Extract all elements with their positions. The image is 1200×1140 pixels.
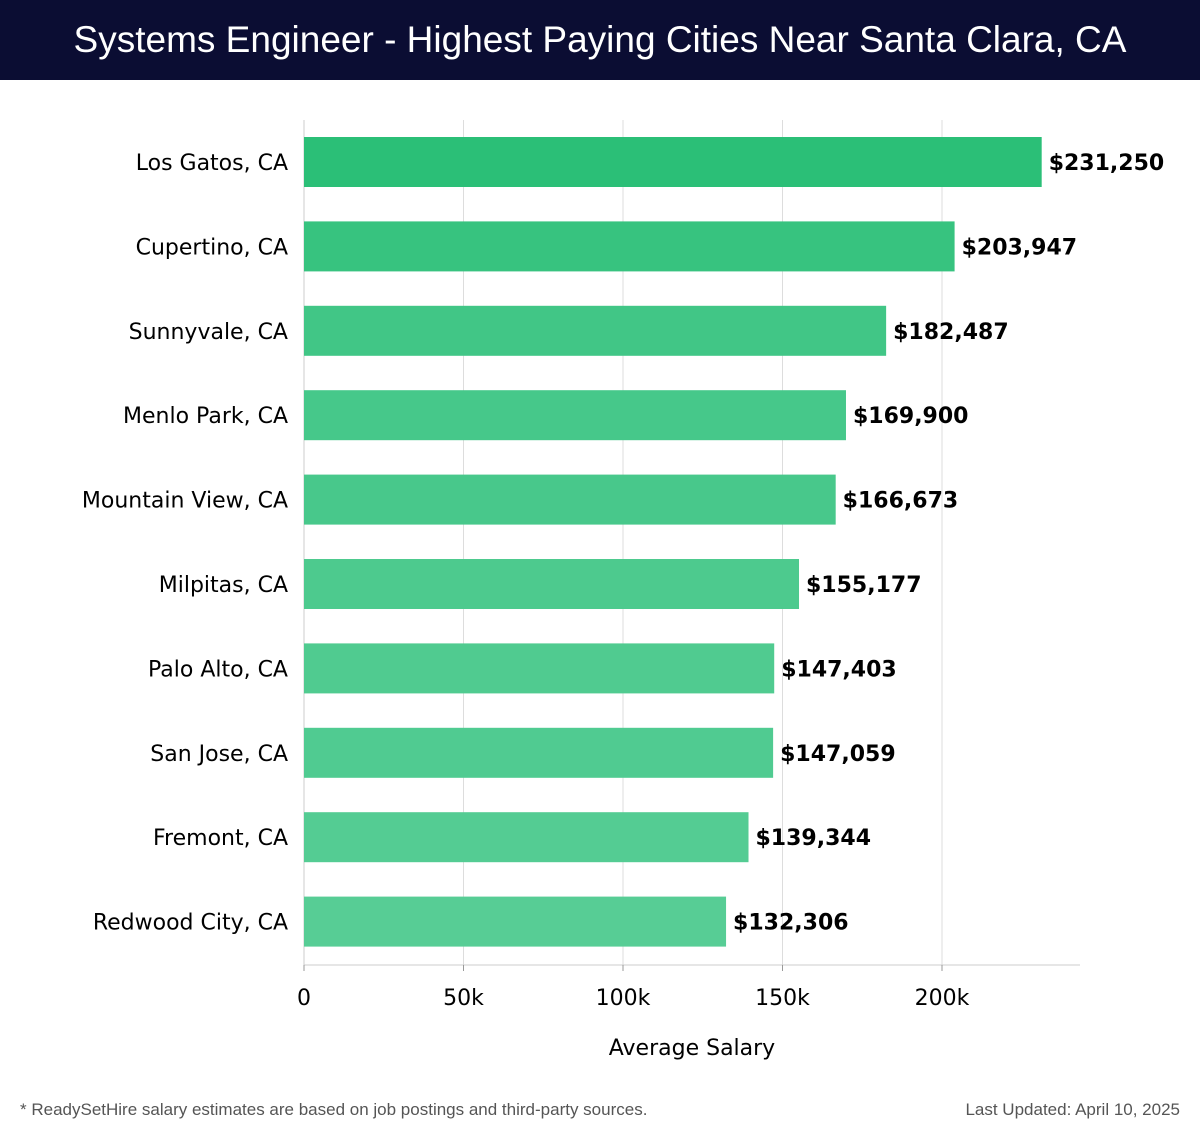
footnote: * ReadySetHire salary estimates are base… [20, 1100, 648, 1119]
bar [304, 559, 800, 609]
chart-title-banner: Systems Engineer - Highest Paying Cities… [0, 0, 1200, 80]
value-label: $155,177 [806, 573, 922, 598]
bar [304, 390, 846, 441]
bar [304, 896, 727, 947]
value-label: $132,306 [733, 911, 849, 936]
bar [304, 305, 887, 356]
category-label: Mountain View, CA [82, 489, 288, 514]
value-label: $169,900 [853, 404, 969, 429]
value-label: $231,250 [1049, 151, 1165, 176]
category-label: Palo Alto, CA [148, 657, 288, 682]
bar [304, 643, 775, 694]
value-label: $147,059 [780, 742, 896, 767]
bar [304, 474, 836, 525]
x-axis-title: Average Salary [609, 1036, 775, 1061]
bar [304, 137, 1042, 187]
value-label: $139,344 [756, 826, 872, 851]
category-label: Redwood City, CA [93, 911, 288, 936]
x-tick-label: 200k [915, 986, 970, 1011]
chart-title: Systems Engineer - Highest Paying Cities… [73, 19, 1127, 60]
category-label: San Jose, CA [150, 742, 288, 767]
category-label: Menlo Park, CA [123, 404, 288, 429]
bar-chart: 0 50k 100k 150k 200k Average Salary Los Gatos,… [82, 120, 1165, 1061]
bar [304, 221, 955, 272]
value-label: $147,403 [781, 657, 897, 682]
bar [304, 812, 749, 863]
x-tick-label: 50k [443, 986, 484, 1011]
last-updated: Last Updated: April 10, 2025 [965, 1100, 1180, 1119]
bar [304, 727, 774, 778]
category-label: Cupertino, CA [136, 235, 288, 260]
category-label: Milpitas, CA [159, 573, 288, 598]
category-label: Fremont, CA [153, 826, 288, 851]
value-label: $166,673 [843, 489, 959, 514]
x-tick-label: 0 [297, 986, 311, 1011]
value-label: $203,947 [962, 235, 1078, 260]
category-label: Los Gatos, CA [136, 151, 288, 176]
x-tick-label: 150k [755, 986, 810, 1011]
category-label: Sunnyvale, CA [129, 320, 288, 345]
value-label: $182,487 [893, 320, 1009, 345]
x-tick-label: 100k [596, 986, 651, 1011]
